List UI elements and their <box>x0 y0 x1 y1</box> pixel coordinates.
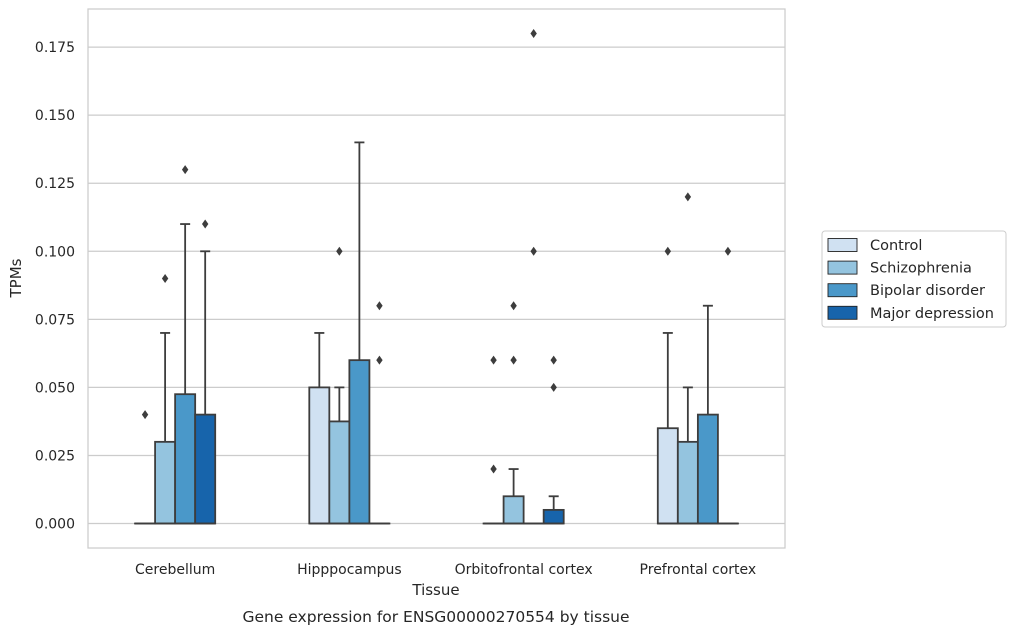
legend: Control Schizophrenia Bipolar disorder Majo… <box>821 230 1007 328</box>
outlier-point <box>181 165 189 175</box>
y-tick-label: 0.125 <box>35 176 75 192</box>
plot-boxes <box>134 29 739 525</box>
outlier-point <box>664 246 672 256</box>
box-major-depression <box>542 355 565 525</box>
box-body <box>348 359 371 525</box>
y-tick-label: 0.075 <box>35 312 75 328</box>
x-axis-label: Tissue <box>411 581 459 599</box>
outlier-point <box>490 464 497 474</box>
y-tick-label: 0.000 <box>35 517 75 533</box>
y-tick-label: 0.100 <box>35 244 75 260</box>
box-control <box>656 246 679 525</box>
box-body <box>154 440 177 525</box>
legend-label: Schizophrenia <box>870 261 972 277</box>
outlier-point <box>550 382 557 392</box>
outlier-point <box>510 355 517 365</box>
box-bipolar-disorder <box>696 304 719 525</box>
box-body <box>542 508 565 525</box>
y-axis-label: TPMs <box>7 258 25 298</box>
box-bipolar-disorder <box>348 141 371 525</box>
outlier-point <box>490 355 497 365</box>
x-tick-label: Cerebellum <box>135 562 215 578</box>
legend-swatch <box>827 283 858 298</box>
box-control <box>134 410 156 525</box>
box-body <box>696 413 719 525</box>
box-bipolar-disorder <box>522 29 545 525</box>
legend-label: Bipolar disorder <box>870 283 985 299</box>
x-tick-label: Hipppocampus <box>297 562 402 578</box>
box-major-depression <box>717 246 739 525</box>
box-schizophrenia <box>676 192 699 525</box>
box-body <box>328 420 351 525</box>
box-body <box>174 393 197 525</box>
box-body <box>194 413 217 525</box>
outlier-point <box>161 274 169 283</box>
x-tick-labels: Cerebellum Hipppocampus Orbitofrontal cort… <box>135 562 756 578</box>
legend-label: Control <box>870 238 922 254</box>
y-tick-label: 0.025 <box>35 448 75 464</box>
legend-swatch <box>827 238 858 252</box>
x-tick-label: Orbitofrontal cortex <box>455 562 593 578</box>
y-tick-label: 0.175 <box>35 40 75 56</box>
box-schizophrenia <box>154 274 177 525</box>
outlier-point <box>141 410 149 420</box>
legend-swatch <box>827 260 858 275</box>
outlier-point <box>201 219 209 229</box>
x-tick-label: Prefrontal cortex <box>640 562 757 578</box>
outlier-point <box>336 246 343 256</box>
legend-label: Major depression <box>870 306 994 322</box>
outlier-point <box>684 192 692 202</box>
box-major-depression <box>368 301 391 525</box>
plot-frame <box>87 8 786 549</box>
y-tick-label: 0.150 <box>35 108 75 124</box>
outlier-point <box>376 301 383 311</box>
y-tick-labels: 0.000 0.025 0.050 0.075 0.100 0.125 0.150 0.175 <box>35 40 75 532</box>
box-major-depression <box>194 219 217 525</box>
box-control <box>482 355 505 525</box>
box-control <box>308 332 331 525</box>
outlier-point <box>510 301 517 311</box>
outlier-point <box>530 246 537 256</box>
box-body <box>502 495 525 525</box>
chart-caption: Gene expression for ENSG00000270554 by t… <box>242 608 629 626</box>
outlier-point <box>550 355 557 365</box>
outlier-point <box>376 355 383 365</box>
outlier-point <box>724 246 732 256</box>
legend-swatch <box>827 305 858 320</box>
y-tick-label: 0.050 <box>35 380 75 396</box>
box-bipolar-disorder <box>174 165 197 525</box>
box-body <box>656 427 679 525</box>
box-body <box>308 386 331 525</box>
box-schizophrenia <box>502 301 525 525</box>
box-body <box>676 440 699 525</box>
box-schizophrenia <box>328 246 351 525</box>
outlier-point <box>530 29 537 38</box>
legend-frame <box>821 230 1007 328</box>
